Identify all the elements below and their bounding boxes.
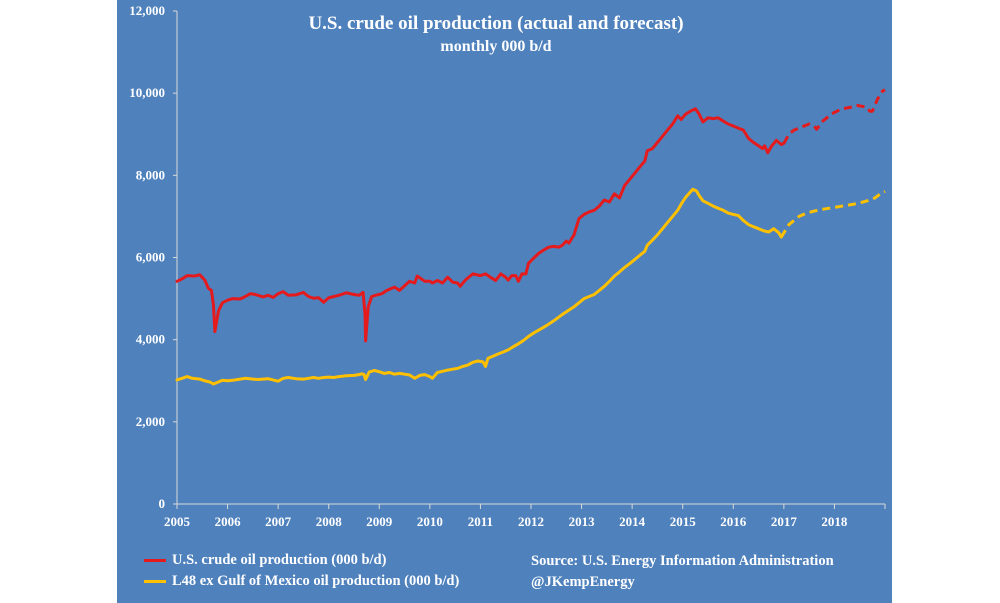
series-line-us-crude-actual: [175, 107, 786, 343]
y-tick-label: 2,000: [136, 414, 165, 429]
x-tick-label: 2012: [518, 514, 544, 529]
x-tick-label: 2013: [569, 514, 596, 529]
x-tick-label: 2016: [720, 514, 747, 529]
x-tick-label: 2014: [619, 514, 646, 529]
y-tick-label: 12,000: [129, 3, 165, 18]
x-tick-label: 2006: [215, 514, 242, 529]
x-tick-label: 2010: [417, 514, 443, 529]
series-line-l48-actual: [175, 187, 783, 386]
x-tick-label: 2008: [316, 514, 343, 529]
x-tick-label: 2017: [771, 514, 798, 529]
y-tick-label: 0: [159, 496, 166, 511]
series-layer: [175, 88, 886, 386]
y-tick-label: 10,000: [129, 85, 165, 100]
line-chart: U.S. crude oil production (actual and fo…: [129, 3, 886, 529]
y-tick-label: 6,000: [136, 250, 165, 265]
legend-item-l48: L48 ex Gulf of Mexico oil production (00…: [144, 573, 459, 590]
legend-swatch-yellow: [144, 580, 166, 583]
chart-subtitle: monthly 000 b/d: [440, 38, 551, 55]
y-tick-label: 8,000: [136, 167, 165, 182]
author-handle: @JKempEnergy: [531, 574, 635, 590]
source-note: Source: U.S. Energy Information Administ…: [531, 553, 834, 569]
x-tick-label: 2015: [670, 514, 697, 529]
axes: 0 2,000 4,000 6,000 8,000 10,000 12,000 2005 200…: [129, 3, 886, 529]
legend-label: U.S. crude oil production (000 b/d): [172, 552, 387, 568]
legend-label: L48 ex Gulf of Mexico oil production (00…: [172, 573, 460, 589]
chart-title: U.S. crude oil production (actual and fo…: [308, 13, 683, 34]
x-tick-label: 2009: [366, 514, 393, 529]
x-tick-label: 2005: [164, 514, 191, 529]
series-line-us-crude-forecast: [782, 88, 886, 145]
legend-item-us-crude: U.S. crude oil production (000 b/d): [144, 552, 386, 569]
x-tick-label: 2011: [468, 514, 493, 529]
x-tick-label: 2018: [821, 514, 848, 529]
series-line-l48-forecast: [780, 190, 886, 238]
x-tick-label: 2007: [265, 514, 292, 529]
y-tick-label: 4,000: [136, 332, 165, 347]
chart-panel: U.S. crude oil production (actual and fo…: [117, 0, 892, 603]
legend-swatch-red: [144, 559, 166, 562]
